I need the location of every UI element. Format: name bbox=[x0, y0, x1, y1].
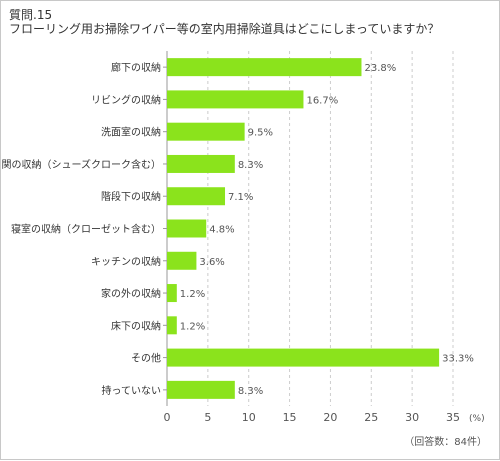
category-label: 持っていない bbox=[102, 384, 162, 397]
bar bbox=[167, 154, 235, 173]
bar bbox=[167, 251, 197, 270]
category-label: 階段下の収納 bbox=[101, 190, 161, 203]
x-tick-label: 0 bbox=[164, 411, 171, 424]
value-label: 1.2% bbox=[180, 321, 205, 332]
response-count-note: （回答数：84件） bbox=[404, 437, 487, 448]
value-label: 7.1% bbox=[228, 192, 253, 203]
bar bbox=[167, 284, 177, 303]
value-label: 9.5% bbox=[248, 128, 273, 139]
category-label: 床下の収納 bbox=[111, 319, 161, 332]
bar bbox=[167, 90, 304, 109]
value-label: 4.8% bbox=[209, 225, 234, 236]
category-label: リビングの収納 bbox=[91, 93, 161, 106]
category-label: 洗面室の収納 bbox=[101, 126, 161, 139]
value-label: 8.3% bbox=[238, 386, 263, 397]
category-label: 玄関の収納（シューズクローク含む） bbox=[1, 158, 161, 171]
value-label: 1.2% bbox=[180, 289, 205, 300]
bar bbox=[167, 122, 245, 141]
bar bbox=[167, 187, 226, 206]
bar bbox=[167, 219, 207, 238]
value-label: 3.6% bbox=[199, 257, 224, 268]
category-label: 寝室の収納（クローゼット含む） bbox=[11, 223, 161, 236]
x-tick-label: 5 bbox=[204, 411, 211, 424]
question-number: 質問.15 bbox=[9, 8, 53, 22]
value-label: 33.3% bbox=[442, 354, 474, 365]
category-label: キッチンの収納 bbox=[91, 255, 161, 268]
bar bbox=[167, 380, 235, 399]
x-tick-label: 30 bbox=[405, 411, 419, 424]
bar bbox=[167, 58, 362, 77]
category-label: 廊下の収納 bbox=[111, 61, 161, 74]
value-label: 23.8% bbox=[364, 63, 396, 74]
x-tick-label: 25 bbox=[364, 411, 378, 424]
x-tick-label: 20 bbox=[323, 411, 337, 424]
value-label: 8.3% bbox=[238, 160, 263, 171]
value-label: 16.7% bbox=[306, 95, 338, 106]
question-text: フローリング用お掃除ワイパー等の室内用掃除道具はどこにしまっていますか？ bbox=[9, 22, 440, 36]
bar bbox=[167, 316, 177, 335]
category-label: 家の外の収納 bbox=[101, 287, 161, 300]
x-tick-label: 15 bbox=[283, 411, 297, 424]
x-tick-label: 10 bbox=[242, 411, 256, 424]
bar bbox=[167, 348, 440, 367]
category-label: その他 bbox=[131, 352, 161, 365]
x-unit-label: (%) bbox=[469, 414, 485, 424]
x-tick-label: 35 bbox=[446, 411, 460, 424]
